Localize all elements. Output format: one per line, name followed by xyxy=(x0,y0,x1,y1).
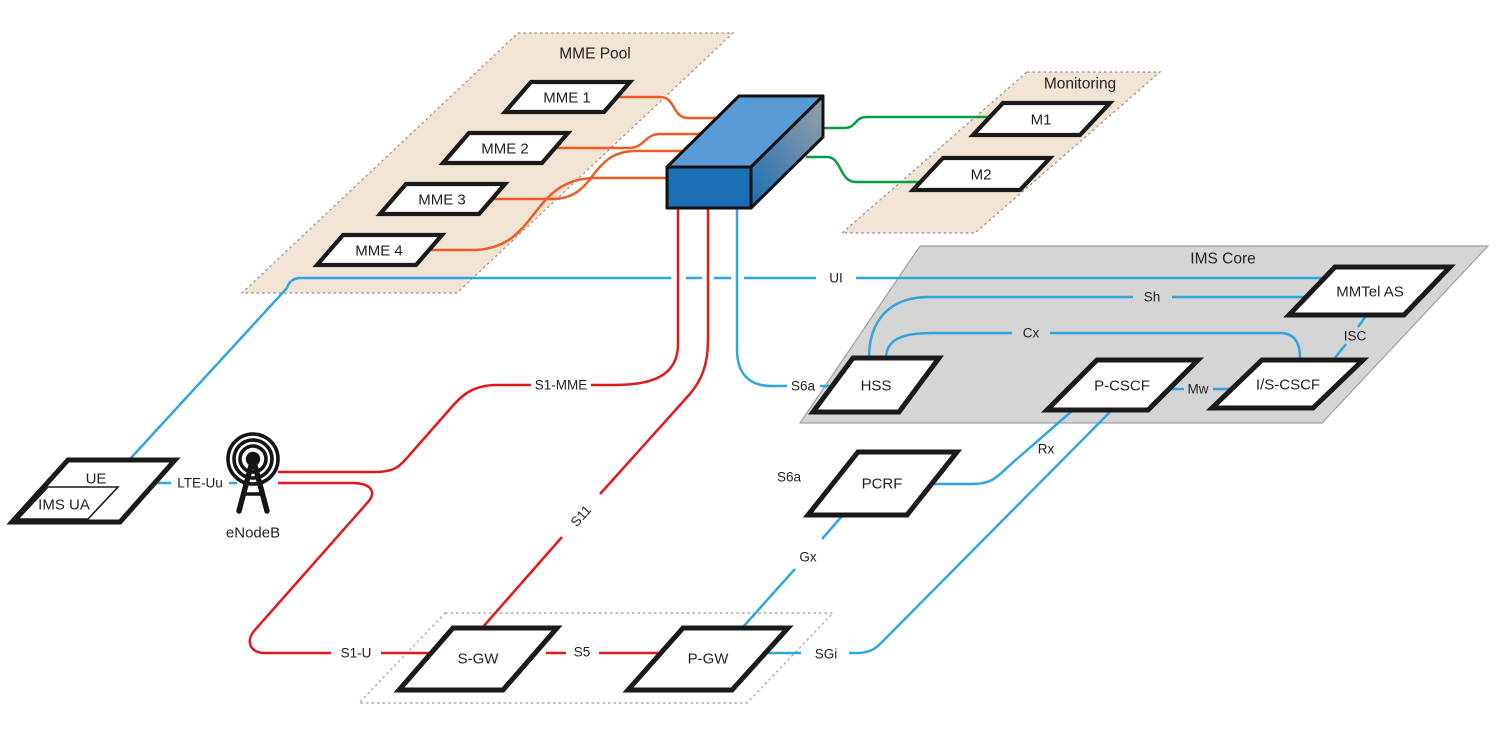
link-s1-mme xyxy=(278,208,680,474)
pgw-label: P-GW xyxy=(688,651,730,668)
mme4-label: MME 4 xyxy=(355,243,403,260)
link-switch-m1 xyxy=(823,115,989,130)
iscscf-label: I/S-CSCF xyxy=(1256,377,1320,394)
link-mme2-switch xyxy=(554,132,701,150)
m1-shape xyxy=(968,100,1115,138)
node-mme3: MME 3 xyxy=(375,181,510,217)
node-m2: M2 xyxy=(908,155,1055,193)
gx-link-label: Gx xyxy=(799,550,817,565)
sgw-label: S-GW xyxy=(458,651,500,668)
region-monitoring: Monitoring xyxy=(840,71,1162,234)
ims-ua-label: IMS UA xyxy=(38,497,90,514)
iscscf-shape xyxy=(1205,357,1370,411)
link-s1-u xyxy=(248,481,431,655)
rx-link-label: Rx xyxy=(1038,442,1055,457)
pcscf-shape xyxy=(1040,357,1205,413)
link-s11 xyxy=(481,208,710,629)
m2-shape xyxy=(908,155,1055,193)
pcrf-shape xyxy=(802,449,963,518)
node-mmtel-as: MMTel AS xyxy=(1283,264,1456,318)
node-m1: M1 xyxy=(968,100,1115,138)
enodeb-tower-legs xyxy=(236,459,270,514)
m1-label: M1 xyxy=(1031,112,1052,129)
link-gx xyxy=(742,514,844,628)
link-cx xyxy=(884,331,1302,359)
sgw-shape xyxy=(393,625,563,693)
cx-link-label: Cx xyxy=(1023,326,1040,341)
mme-pool-region-label: MME Pool xyxy=(559,46,631,63)
enodeb-ring-inner xyxy=(238,444,268,474)
node-iscscf: I/S-CSCF xyxy=(1205,357,1370,411)
node-mme2: MME 2 xyxy=(438,130,573,166)
enodeb-ring-mid xyxy=(232,438,274,480)
link-switch-m2 xyxy=(806,155,924,184)
sh-link-label: Sh xyxy=(1144,290,1161,305)
s6a-link-label: S6a xyxy=(791,379,816,394)
node-mme4: MME 4 xyxy=(312,232,447,268)
pcscf-label: P-CSCF xyxy=(1094,378,1150,395)
hss-shape xyxy=(808,355,944,415)
mme3-label: MME 3 xyxy=(418,192,466,209)
link-sgi xyxy=(765,411,1111,655)
enodeb-antenna-icon xyxy=(226,432,280,514)
mme1-shape xyxy=(500,79,635,115)
pgw-shape xyxy=(622,625,794,693)
ui-link-label: UI xyxy=(829,271,843,286)
node-sgw: S-GW xyxy=(393,625,563,693)
link-ui xyxy=(129,276,1327,460)
ue-label: UE xyxy=(86,471,107,488)
mme4-shape xyxy=(312,232,447,268)
link-mme4-switch xyxy=(428,176,667,252)
mmtel-as-label: MMTel AS xyxy=(1336,284,1404,301)
mme2-label: MME 2 xyxy=(481,141,529,158)
node-pgw: P-GW xyxy=(622,625,794,693)
mme3-shape xyxy=(375,181,510,217)
link-mme3-switch xyxy=(491,149,684,201)
node-mme1: MME 1 xyxy=(500,79,635,115)
link-isc xyxy=(1333,315,1368,360)
mmtel-as-shape xyxy=(1283,264,1456,318)
s5-link-label: S5 xyxy=(574,645,591,660)
link-s6a xyxy=(735,208,836,388)
s6a-pcrf-link-label: S6a xyxy=(777,470,802,485)
mme1-label: MME 1 xyxy=(543,90,591,107)
enodeb-label: eNodeB xyxy=(226,525,280,542)
mme2-shape xyxy=(438,130,573,166)
link-rx xyxy=(932,410,1073,486)
node-ue: UE IMS UA xyxy=(6,457,181,525)
isc-link-label: ISC xyxy=(1344,329,1367,344)
link-sh xyxy=(867,295,1312,359)
m2-label: M2 xyxy=(971,167,992,184)
s1-u-link-label: S1-U xyxy=(341,646,372,661)
s11-link-label: S11 xyxy=(568,502,595,529)
ims-core-region-label: IMS Core xyxy=(1190,251,1255,268)
switch-box xyxy=(665,94,825,210)
gateway-group-area xyxy=(357,612,835,704)
hss-label: HSS xyxy=(861,378,892,395)
monitoring-area xyxy=(840,71,1162,234)
switch-box-front xyxy=(665,165,753,210)
s1-mme-link-label: S1-MME xyxy=(535,378,588,393)
pcrf-label: PCRF xyxy=(862,476,903,493)
link-mme1-switch xyxy=(617,95,717,120)
sgi-link-label: SGi xyxy=(815,647,838,662)
ims-ua-shape xyxy=(16,486,120,520)
lte-uu-link-label: LTE-Uu xyxy=(177,476,223,491)
node-hss: HSS xyxy=(808,355,944,415)
node-pcscf: P-CSCF xyxy=(1040,357,1205,413)
node-pcrf: PCRF xyxy=(802,449,963,518)
mw-link-label: Mw xyxy=(1188,382,1209,397)
enodeb-ring-outer xyxy=(226,432,280,486)
monitoring-region-label: Monitoring xyxy=(1044,76,1116,93)
